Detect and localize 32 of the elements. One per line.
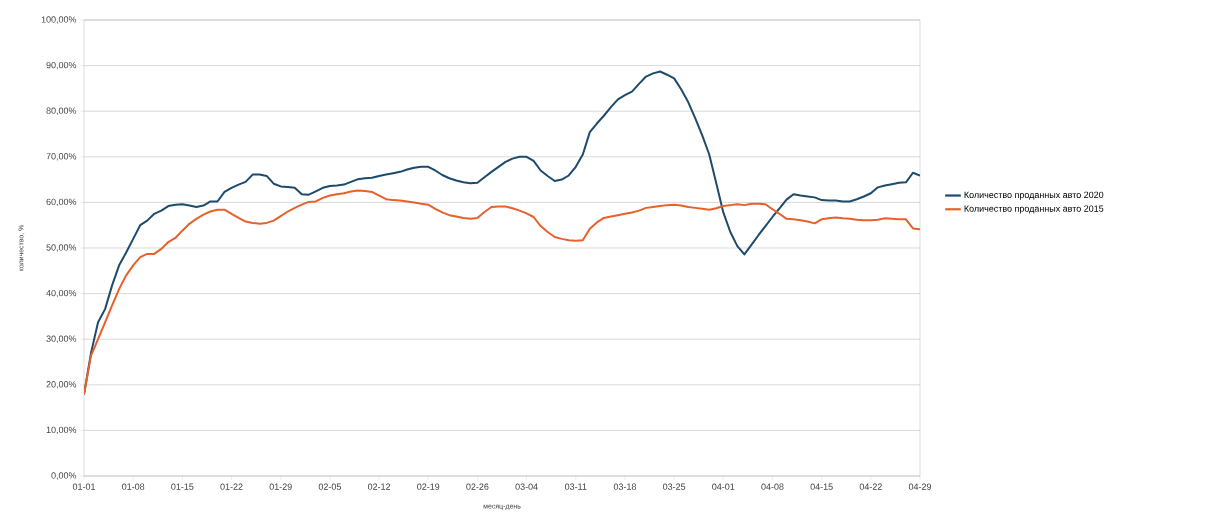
y-tick-label: 100,00% (41, 16, 77, 24)
y-tick-label: 0,00% (51, 472, 77, 480)
legend-label: Количество проданных авто 2015 (964, 205, 1104, 214)
x-tick-label: 02-26 (466, 483, 489, 490)
y-tick-label: 70,00% (46, 153, 77, 161)
x-tick-label: 04-29 (908, 483, 932, 490)
y-tick-label: 10,00% (46, 426, 77, 435)
x-tick-label: 03-11 (564, 483, 587, 490)
x-tick-label: 03-04 (515, 483, 538, 490)
x-tick-label: 02-12 (367, 483, 391, 490)
y-tick-label: 20,00% (46, 381, 77, 389)
x-tick-label: 01-15 (171, 483, 194, 490)
x-tick-label: 01-29 (269, 483, 292, 490)
x-tick-label: 02-19 (417, 483, 440, 490)
x-tick-label: 03-25 (663, 483, 686, 490)
line-series (84, 189, 921, 396)
legend-label: Количество проданных авто 2020 (964, 191, 1104, 200)
x-tick-label: 04-22 (859, 483, 882, 490)
x-tick-label: 03-18 (613, 483, 637, 490)
x-tick-label: 04-01 (712, 483, 735, 490)
x-tick-label: 04-15 (810, 483, 833, 490)
x-tick-label: 02-05 (318, 483, 341, 490)
y-tick-label: 50,00% (46, 244, 77, 252)
y-tick-label: 60,00% (46, 198, 77, 207)
y-tick-label: 30,00% (46, 335, 77, 343)
x-tick-label: 01-22 (220, 483, 243, 490)
x-tick-label: 04-08 (761, 483, 784, 490)
y-tick-label: 90,00% (46, 61, 77, 70)
x-tick-label: 01-08 (122, 483, 145, 490)
y-tick-label: 40,00% (46, 289, 77, 298)
x-tick-label: 01-01 (72, 483, 96, 490)
y-tick-label: 80,00% (46, 107, 77, 115)
